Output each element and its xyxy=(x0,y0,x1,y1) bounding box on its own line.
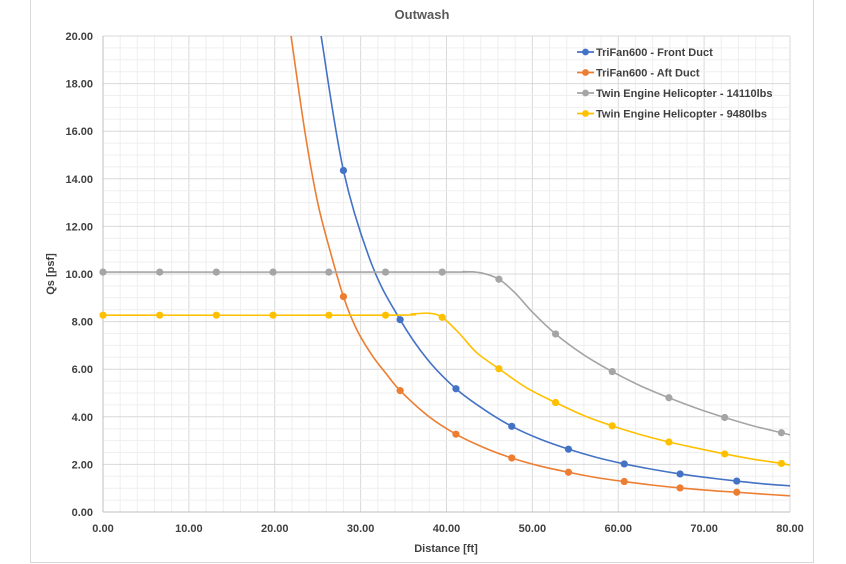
data-point-series-2 xyxy=(665,394,673,402)
legend: TriFan600 - Front Duct TriFan600 - Aft Du… xyxy=(577,47,772,121)
x-tick-label: 70.00 xyxy=(690,523,718,535)
data-point-series-2 xyxy=(156,268,164,276)
data-point-series-0 xyxy=(508,422,516,430)
data-point-series-1 xyxy=(339,293,348,301)
data-point-series-3 xyxy=(156,311,164,319)
x-tick-label: 50.00 xyxy=(519,523,547,535)
series-line-1 xyxy=(290,36,790,497)
tick-labels: 0.00 10.00 20.00 30.00 40.00 50.00 60.00 70.00 8… xyxy=(65,31,803,535)
chart-frame xyxy=(30,0,814,563)
y-tick-label: 8.00 xyxy=(72,317,93,329)
data-point-series-2 xyxy=(495,275,503,283)
data-point-series-2 xyxy=(777,429,786,437)
legend-marker xyxy=(582,110,589,117)
data-point-series-2 xyxy=(212,268,220,276)
legend-entry-3: Twin Engine Helicopter - 9480lbs xyxy=(577,109,767,121)
legend-entry-1: TriFan600 - Aft Duct xyxy=(577,68,700,80)
data-point-series-0 xyxy=(620,460,628,468)
legend-entry-2: Twin Engine Helicopter - 14110lbs xyxy=(577,88,772,100)
x-tick-label: 80.00 xyxy=(776,523,804,535)
data-point-series-2 xyxy=(721,413,729,422)
data-point-series-0 xyxy=(564,445,573,453)
data-point-series-2 xyxy=(608,367,616,376)
data-point-series-2 xyxy=(381,268,390,276)
data-point-series-2 xyxy=(438,268,446,276)
legend-marker xyxy=(582,69,589,76)
y-tick-label: 10.00 xyxy=(65,269,93,281)
y-tick-label: 20.00 xyxy=(65,31,93,43)
y-tick-label: 14.00 xyxy=(65,174,93,186)
y-axis-label: Qs [psf] xyxy=(45,253,57,295)
data-point-series-0 xyxy=(396,316,404,324)
data-point-series-3 xyxy=(381,311,390,319)
y-tick-label: 12.00 xyxy=(65,221,93,233)
data-point-series-1 xyxy=(564,468,573,476)
data-point-series-2 xyxy=(269,268,277,276)
data-point-series-3 xyxy=(438,313,446,321)
data-point-series-1 xyxy=(508,454,516,462)
data-point-series-3 xyxy=(777,459,786,468)
series-line-0 xyxy=(320,36,790,487)
data-point-series-3 xyxy=(608,422,616,430)
data-point-series-3 xyxy=(269,311,277,319)
chart-title: Outwash xyxy=(395,7,450,22)
x-axis-label: Distance [ft] xyxy=(414,543,478,555)
legend-marker xyxy=(582,89,589,97)
y-tick-label: 0.00 xyxy=(72,507,93,519)
data-point-series-1 xyxy=(733,488,741,496)
legend-marker xyxy=(582,48,589,56)
data-point-series-3 xyxy=(212,311,220,319)
x-tick-label: 10.00 xyxy=(175,523,203,535)
x-tick-label: 20.00 xyxy=(261,523,289,535)
data-point-series-0 xyxy=(733,477,741,485)
y-tick-label: 16.00 xyxy=(65,126,93,138)
y-tick-label: 2.00 xyxy=(72,459,93,471)
data-point-series-2 xyxy=(99,268,107,276)
data-point-series-3 xyxy=(665,438,673,446)
series-markers xyxy=(99,166,786,496)
data-point-series-1 xyxy=(676,484,684,492)
x-tick-label: 30.00 xyxy=(347,523,375,535)
data-point-series-3 xyxy=(495,365,503,373)
legend-label: TriFan600 - Front Duct xyxy=(596,47,713,59)
x-tick-label: 60.00 xyxy=(604,523,632,535)
data-point-series-3 xyxy=(551,398,560,407)
data-point-series-2 xyxy=(325,268,333,276)
data-point-series-3 xyxy=(99,311,107,319)
y-tick-label: 4.00 xyxy=(72,412,93,424)
legend-entry-0: TriFan600 - Front Duct xyxy=(577,47,713,59)
x-tick-label: 0.00 xyxy=(92,523,113,535)
data-point-series-1 xyxy=(620,477,628,486)
y-tick-label: 18.00 xyxy=(65,79,93,91)
legend-label: Twin Engine Helicopter - 14110lbs xyxy=(596,88,772,100)
grid-lines xyxy=(102,35,791,513)
data-point-series-1 xyxy=(396,387,404,395)
data-point-series-1 xyxy=(452,430,460,438)
legend-label: TriFan600 - Aft Duct xyxy=(596,68,700,80)
data-point-series-3 xyxy=(325,311,333,319)
legend-label: Twin Engine Helicopter - 9480lbs xyxy=(596,109,767,121)
x-tick-label: 40.00 xyxy=(433,523,461,535)
y-tick-label: 6.00 xyxy=(72,364,93,376)
data-point-series-0 xyxy=(676,470,684,478)
data-point-series-0 xyxy=(339,166,348,175)
data-point-series-0 xyxy=(452,385,460,393)
data-point-series-2 xyxy=(551,330,560,338)
data-point-series-3 xyxy=(721,450,729,458)
